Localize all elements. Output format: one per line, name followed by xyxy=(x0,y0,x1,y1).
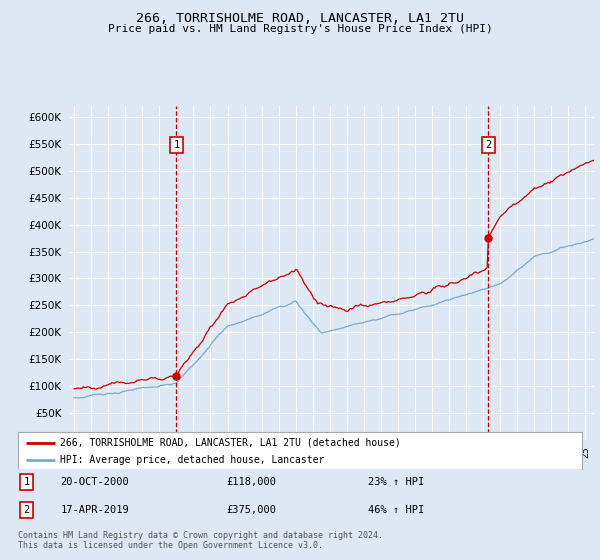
Text: 46% ↑ HPI: 46% ↑ HPI xyxy=(368,505,424,515)
Text: Contains HM Land Registry data © Crown copyright and database right 2024.
This d: Contains HM Land Registry data © Crown c… xyxy=(18,531,383,550)
Text: Price paid vs. HM Land Registry's House Price Index (HPI): Price paid vs. HM Land Registry's House … xyxy=(107,24,493,34)
Text: 1: 1 xyxy=(173,139,179,150)
Text: 20-OCT-2000: 20-OCT-2000 xyxy=(60,477,129,487)
Text: 23% ↑ HPI: 23% ↑ HPI xyxy=(368,477,424,487)
Text: HPI: Average price, detached house, Lancaster: HPI: Average price, detached house, Lanc… xyxy=(60,455,325,465)
Text: 1: 1 xyxy=(23,477,29,487)
Text: 2: 2 xyxy=(485,139,491,150)
Text: 266, TORRISHOLME ROAD, LANCASTER, LA1 2TU (detached house): 266, TORRISHOLME ROAD, LANCASTER, LA1 2T… xyxy=(60,437,401,447)
Text: £118,000: £118,000 xyxy=(227,477,277,487)
Text: 2: 2 xyxy=(23,505,29,515)
Text: 17-APR-2019: 17-APR-2019 xyxy=(60,505,129,515)
Text: 266, TORRISHOLME ROAD, LANCASTER, LA1 2TU: 266, TORRISHOLME ROAD, LANCASTER, LA1 2T… xyxy=(136,12,464,25)
Text: £375,000: £375,000 xyxy=(227,505,277,515)
